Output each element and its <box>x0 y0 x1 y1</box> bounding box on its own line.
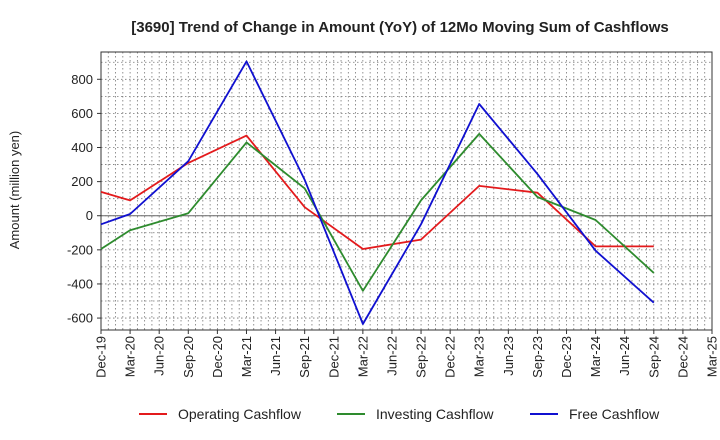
y-tick-label: 0 <box>86 208 93 223</box>
x-tick-label: Dec-19 <box>94 336 109 378</box>
x-tick-label: Mar-25 <box>705 336 720 377</box>
x-tick-label: Dec-23 <box>559 336 574 378</box>
x-tick-label: Sep-21 <box>297 336 312 378</box>
x-tick-label: Dec-21 <box>326 336 341 378</box>
y-tick-label: -200 <box>67 242 93 257</box>
x-tick-label: Jun-24 <box>617 336 632 376</box>
chart-title: [3690] Trend of Change in Amount (YoY) o… <box>131 19 669 36</box>
legend-label-1: Operating Cashflow <box>178 406 302 422</box>
legend: Operating Cashflow Investing Cashflow Free… <box>139 406 660 422</box>
series-line-3 <box>100 60 655 325</box>
y-tick-labels: -600 -400 -200 0 200 400 600 800 <box>67 72 101 326</box>
x-tick-label: Jun-23 <box>501 336 516 376</box>
y-tick-label: 400 <box>71 140 93 155</box>
x-tick-label: Jun-22 <box>384 336 399 376</box>
y-axis-label: Amount (million yen) <box>7 131 22 250</box>
x-tick-label: Jun-20 <box>152 336 167 376</box>
x-tick-label: Sep-20 <box>181 336 196 378</box>
x-tick-label: Sep-23 <box>530 336 545 378</box>
x-tick-label: Dec-20 <box>210 336 225 378</box>
y-tick-label: 800 <box>71 72 93 87</box>
y-tick-label: -400 <box>67 276 93 291</box>
series-line-2 <box>100 132 655 292</box>
grid-layer <box>101 52 713 330</box>
x-tick-label: Dec-24 <box>675 336 690 378</box>
y-tick-label: 600 <box>71 106 93 121</box>
x-tick-label: Mar-24 <box>588 336 603 377</box>
y-tick-label: 200 <box>71 174 93 189</box>
x-tick-label: Jun-21 <box>268 336 283 376</box>
x-tick-label: Mar-21 <box>239 336 254 377</box>
x-tick-label: Sep-22 <box>414 336 429 378</box>
x-tick-label: Mar-22 <box>355 336 370 377</box>
series-line-1 <box>100 134 654 250</box>
legend-label-2: Investing Cashflow <box>376 406 494 422</box>
x-tick-label: Sep-24 <box>646 336 661 378</box>
y-tick-label: -600 <box>67 311 93 326</box>
x-tick-label: Mar-23 <box>472 336 487 377</box>
x-tick-labels: Dec-19 Mar-20 Jun-20 Sep-20 Dec-20 Mar-21 Jun-… <box>94 330 720 378</box>
x-tick-label: Dec-22 <box>443 336 458 378</box>
x-tick-label: Mar-20 <box>123 336 138 377</box>
series-lines <box>100 60 655 325</box>
legend-label-3: Free Cashflow <box>569 406 660 422</box>
plot-frame <box>100 51 713 331</box>
